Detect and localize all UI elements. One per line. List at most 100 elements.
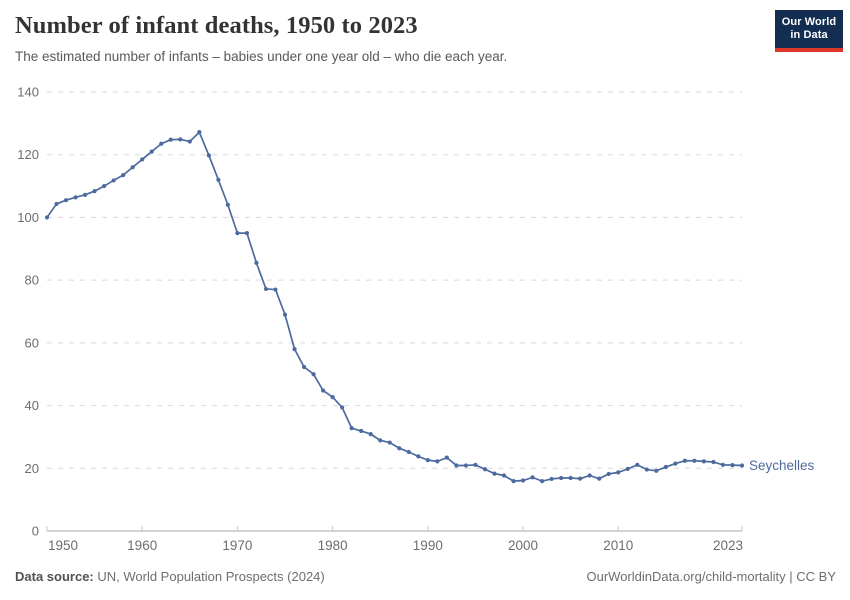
data-point-marker: [625, 466, 630, 472]
data-point-marker: [330, 395, 335, 400]
data-point-marker: [482, 467, 488, 472]
data-point-marker: [425, 458, 430, 463]
x-tick-label: 1950: [48, 538, 78, 553]
data-point-marker: [197, 130, 202, 135]
credit-link: OurWorldinData.org/child-mortality | CC …: [586, 569, 837, 584]
data-point-marker: [149, 149, 154, 154]
data-point-marker: [682, 458, 687, 463]
data-point-marker: [159, 141, 164, 146]
data-point-marker: [644, 467, 649, 472]
data-point-marker: [187, 139, 192, 144]
data-point-marker: [349, 426, 354, 431]
data-point-marker: [368, 432, 373, 437]
owid-logo-line1: Our World: [781, 16, 837, 28]
data-point-marker: [520, 478, 526, 483]
data-point-marker: [320, 388, 326, 393]
data-point-marker: [44, 215, 50, 220]
data-point-marker: [168, 137, 173, 142]
data-source-label: Data source:: [15, 569, 94, 584]
data-point-marker: [282, 312, 288, 317]
x-tick-label: 1980: [318, 538, 348, 553]
data-point-marker: [254, 260, 259, 265]
data-point-marker: [711, 459, 716, 465]
data-point-marker: [406, 449, 411, 455]
data-point-marker: [263, 286, 269, 292]
data-point-marker: [444, 455, 449, 460]
data-point-marker: [616, 470, 621, 475]
data-point-marker: [578, 476, 583, 481]
data-point-marker: [559, 475, 564, 481]
y-tick-label: 140: [17, 85, 39, 100]
data-point-marker: [273, 287, 278, 292]
owid-logo-line2: in Data: [790, 29, 828, 41]
data-point-marker: [587, 473, 592, 478]
data-point-marker: [635, 462, 640, 467]
x-tick-label: 1960: [127, 538, 157, 553]
data-point-marker: [340, 405, 345, 410]
data-point-marker: [549, 476, 554, 482]
data-point-marker: [597, 476, 602, 481]
x-tick-label: 1990: [413, 538, 443, 553]
data-point-marker: [102, 183, 107, 189]
data-point-marker: [739, 463, 745, 468]
series-label-seychelles: Seychelles: [749, 458, 815, 473]
data-point-marker: [397, 446, 402, 451]
data-point-marker: [663, 464, 668, 470]
x-tick-label: 2000: [508, 538, 538, 553]
y-tick-label: 20: [25, 461, 39, 476]
data-point-marker: [140, 157, 145, 162]
x-tick-label: 2010: [603, 538, 633, 553]
data-point-marker: [235, 231, 240, 236]
data-point-marker: [92, 188, 97, 194]
data-point-marker: [121, 172, 126, 178]
data-point-marker: [178, 137, 183, 142]
y-tick-label: 120: [17, 147, 39, 162]
data-point-marker: [606, 471, 611, 477]
data-point-marker: [206, 153, 211, 158]
data-point-marker: [539, 479, 545, 484]
data-point-marker: [492, 471, 497, 476]
data-point-marker: [511, 479, 516, 484]
data-point-marker: [244, 231, 250, 236]
series-line-seychelles: [46, 131, 743, 482]
data-point-marker: [568, 475, 573, 481]
data-point-marker: [73, 195, 78, 200]
data-point-marker: [378, 438, 383, 443]
data-source-text: UN, World Population Prospects (2024): [93, 569, 325, 584]
data-point-marker: [720, 462, 726, 467]
x-tick-label: 2023: [713, 538, 743, 553]
data-point-marker: [435, 459, 440, 464]
data-point-marker: [130, 165, 135, 170]
data-point-marker: [530, 475, 535, 480]
data-point-marker: [359, 428, 364, 434]
data-point-marker: [216, 177, 221, 182]
data-point-marker: [387, 440, 392, 445]
data-point-marker: [82, 192, 88, 197]
data-point-marker: [54, 201, 59, 207]
y-tick-label: 60: [25, 335, 39, 350]
data-point-marker: [673, 461, 678, 466]
data-point-marker: [463, 463, 469, 468]
data-point-marker: [473, 462, 478, 467]
data-point-marker: [301, 364, 307, 370]
y-tick-label: 0: [32, 524, 39, 539]
data-point-marker: [63, 198, 69, 203]
owid-logo: Our World in Data: [775, 10, 843, 52]
data-point-marker: [292, 347, 297, 352]
data-point-marker: [701, 459, 707, 464]
data-source: Data source: UN, World Population Prospe…: [15, 569, 325, 584]
y-tick-label: 100: [17, 210, 39, 225]
data-point-marker: [311, 372, 316, 377]
chart-subtitle: The estimated number of infants – babies…: [15, 49, 508, 64]
data-point-marker: [225, 202, 230, 207]
data-point-marker: [501, 473, 507, 478]
data-point-marker: [692, 458, 697, 463]
x-tick-label: 1970: [222, 538, 252, 553]
data-point-marker: [454, 463, 459, 468]
data-point-marker: [416, 454, 421, 459]
data-point-marker: [654, 468, 659, 473]
data-point-marker: [111, 178, 116, 183]
data-point-marker: [730, 463, 735, 468]
